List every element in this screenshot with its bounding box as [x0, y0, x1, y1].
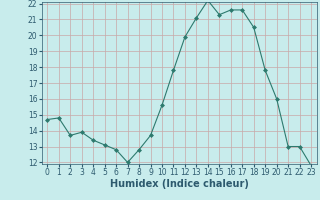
X-axis label: Humidex (Indice chaleur): Humidex (Indice chaleur) [110, 179, 249, 189]
